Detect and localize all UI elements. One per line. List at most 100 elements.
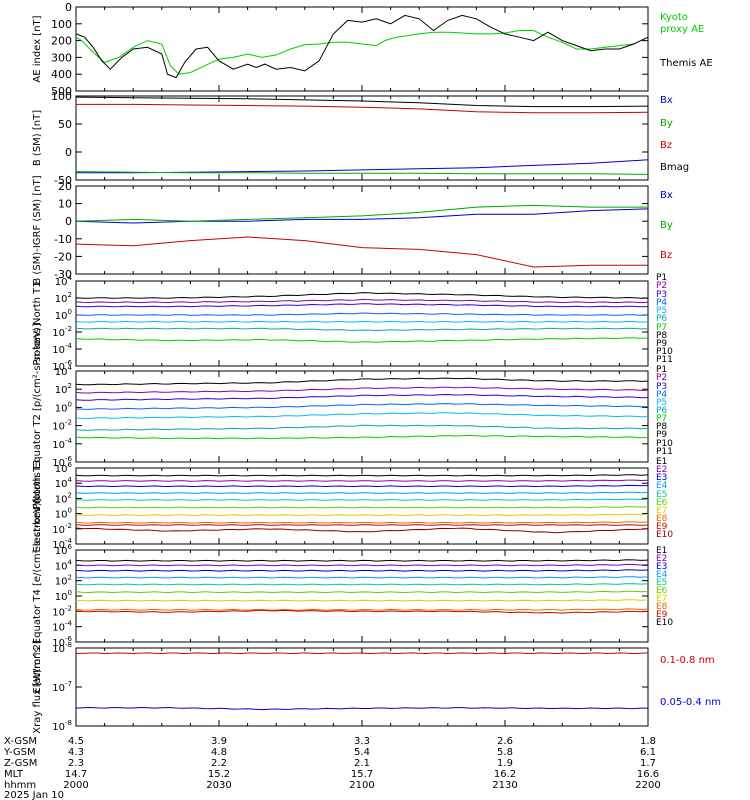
legend-entry: P6 xyxy=(656,314,667,324)
legend-entry: E3 xyxy=(656,473,667,483)
x-axis-row-label: X-GSM xyxy=(4,736,37,747)
y-tick-label: -10 xyxy=(54,233,72,246)
x-axis-value: 16.6 xyxy=(637,769,659,780)
y-tick-label: 100 xyxy=(55,507,72,521)
series-line-e4 xyxy=(75,576,649,579)
legend-entry: P2 xyxy=(656,373,667,383)
x-axis-value: 6.1 xyxy=(640,747,656,758)
y-tick-label: 100 xyxy=(55,589,72,603)
y-tick-label: 10-4 xyxy=(52,537,72,551)
y-tick-label: 10-6 xyxy=(52,635,72,649)
x-axis-value: 1.9 xyxy=(497,758,513,769)
legend-entry: E6 xyxy=(656,498,668,508)
series-line-p2 xyxy=(75,298,649,304)
legend-entry: P5 xyxy=(656,306,667,316)
series-line-0-05-0-4-nm xyxy=(75,706,648,711)
legend-entry: E10 xyxy=(656,618,673,628)
series-line-by xyxy=(75,171,649,175)
series-line-bx xyxy=(75,208,649,224)
legend-entry: P3 xyxy=(656,382,667,392)
x-axis-value: 16.2 xyxy=(494,769,516,780)
legend-entry: P6 xyxy=(656,406,667,416)
y-tick-label: 102 xyxy=(55,382,72,396)
y-tick-label: 100 xyxy=(51,18,72,31)
series-line-bz xyxy=(75,236,648,268)
y-tick-label: 50 xyxy=(58,118,72,131)
series-line-p1 xyxy=(75,377,649,386)
series-line-p1 xyxy=(75,292,649,299)
x-axis-value: 2.3 xyxy=(68,758,84,769)
panel-frame xyxy=(75,6,649,92)
series-line-p5 xyxy=(75,320,649,323)
series-line-themis-ae xyxy=(75,14,649,79)
x-axis-value: 1.8 xyxy=(640,736,656,747)
legend-entry: P4 xyxy=(656,390,667,400)
x-axis-row-label: MLT xyxy=(4,769,24,780)
series-line-e1 xyxy=(75,474,649,477)
y-tick-label: 10-7 xyxy=(52,680,72,694)
y-tick-label: 104 xyxy=(55,364,73,378)
legend-entry: E4 xyxy=(656,481,668,491)
y-tick-label: 10-6 xyxy=(52,359,72,373)
x-axis-value: 2.6 xyxy=(497,736,513,747)
y-tick-label: 300 xyxy=(51,51,72,64)
panel-frame xyxy=(75,280,649,367)
legend-entry: P10 xyxy=(656,439,673,449)
legend-entry: P11 xyxy=(656,447,673,457)
series-line-p7 xyxy=(75,434,649,440)
legend-entry: P5 xyxy=(656,398,667,408)
x-axis-value: 1.7 xyxy=(640,758,656,769)
x-axis-value: 2100 xyxy=(349,780,374,791)
y-tick-label: 10-4 xyxy=(52,620,72,634)
x-axis-value: 2030 xyxy=(206,780,231,791)
legend-entry: Themis AE xyxy=(659,58,713,69)
x-axis-value: 3.3 xyxy=(354,736,370,747)
legend-entry: E9 xyxy=(656,522,668,532)
series-line-bx xyxy=(76,159,649,174)
series-line-p5 xyxy=(75,412,649,420)
y-tick-label: 10-4 xyxy=(52,342,72,356)
x-axis-row-label: Z-GSM xyxy=(4,758,37,769)
series-line-e4 xyxy=(75,491,649,494)
y-axis-label: B (SM) [nT] xyxy=(32,110,43,166)
legend-entry: P7 xyxy=(656,414,667,424)
y-tick-label: 10-8 xyxy=(52,719,72,733)
series-line-e2 xyxy=(75,479,649,482)
y-tick-label: 0 xyxy=(65,215,72,228)
panel-frame xyxy=(75,95,649,181)
y-tick-label: 10-2 xyxy=(52,604,72,618)
y-tick-label: 20 xyxy=(58,180,72,193)
y-tick-label: 104 xyxy=(55,558,73,572)
panel-frame xyxy=(75,549,649,643)
legend-entry: P4 xyxy=(656,298,667,308)
legend-entry: E3 xyxy=(656,562,667,572)
series-line-e9 xyxy=(75,524,649,526)
legend-entry: 0.05-0.4 nm xyxy=(660,697,721,708)
y-tick-label: 102 xyxy=(55,291,72,305)
legend-entry: P8 xyxy=(656,331,667,341)
x-axis-value: 2000 xyxy=(63,780,88,791)
y-tick-label: 10-2 xyxy=(52,522,72,536)
legend-entry: Kyoto xyxy=(660,12,688,23)
series-line-kyoto-proxy-ae xyxy=(75,30,649,75)
y-axis-label: Protons Equator T2 [p/(cm²-s-sr-keV)] xyxy=(32,323,43,510)
x-axis-value: 4.8 xyxy=(211,747,227,758)
y-tick-label: 104 xyxy=(55,476,73,490)
y-tick-label: 100 xyxy=(51,90,72,103)
legend-entry: proxy AE xyxy=(660,24,704,35)
series-line-e5 xyxy=(75,498,649,501)
y-tick-label: 10-4 xyxy=(52,437,72,451)
legend-entry: Bmag xyxy=(660,162,689,173)
series-line-e5 xyxy=(75,583,649,586)
legend-entry: 0.1-0.8 nm xyxy=(660,655,715,666)
y-tick-label: 106 xyxy=(55,543,73,557)
y-tick-label: 100 xyxy=(55,308,72,322)
legend-entry: E2 xyxy=(656,465,667,475)
legend-entry: By xyxy=(660,118,673,129)
y-tick-label: 10-8 xyxy=(52,641,72,655)
y-tick-label: 0 xyxy=(65,146,72,159)
legend-entry: P1 xyxy=(656,273,667,283)
series-line-p4 xyxy=(75,312,649,316)
legend-entry: P2 xyxy=(656,281,667,291)
x-axis-value: 14.7 xyxy=(65,769,87,780)
